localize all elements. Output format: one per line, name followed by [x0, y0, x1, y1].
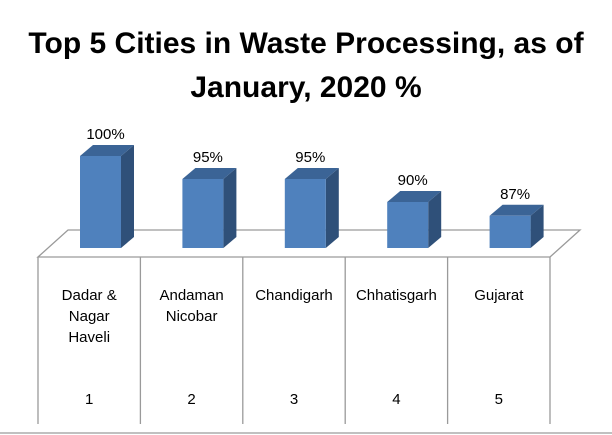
- category-label: Dadar &: [62, 287, 117, 304]
- category-label: Nagar: [69, 308, 110, 325]
- rank-label: 1: [85, 391, 93, 408]
- data-label: 87%: [500, 186, 530, 203]
- bar-top: [489, 204, 544, 216]
- bar: [80, 156, 121, 248]
- data-label: 100%: [86, 126, 124, 143]
- bar-top: [387, 191, 442, 202]
- rank-label: 5: [495, 391, 503, 408]
- chart-title: Top 5 Cities in Waste Processing, as of …: [0, 22, 612, 110]
- rank-label: 3: [290, 391, 298, 408]
- category-label: Gujarat: [474, 287, 524, 304]
- bar-side: [325, 168, 339, 248]
- category-label: Haveli: [68, 329, 110, 346]
- bar-side: [121, 145, 134, 248]
- data-label: 95%: [295, 149, 325, 166]
- bar-side: [428, 191, 442, 248]
- bar-top: [182, 168, 237, 179]
- rank-label: 4: [392, 391, 400, 408]
- data-label: 95%: [193, 149, 223, 166]
- bar: [489, 215, 531, 248]
- bar: [387, 202, 429, 248]
- bar-side: [223, 168, 237, 248]
- category-label: Chandigarh: [255, 287, 333, 304]
- category-label: Nicobar: [166, 308, 218, 325]
- rank-label: 2: [187, 391, 195, 408]
- chart-title-line-2: January, 2020 %: [190, 71, 422, 104]
- category-label: Andaman: [159, 287, 223, 304]
- category-label: Chhatisgarh: [356, 287, 437, 304]
- data-label: 90%: [398, 172, 428, 189]
- bar: [284, 179, 326, 248]
- bar-side: [530, 204, 544, 248]
- bar: [182, 179, 224, 248]
- bar-top: [80, 145, 134, 156]
- bar-top: [284, 168, 339, 179]
- chart-title-line-1: Top 5 Cities in Waste Processing, as of: [28, 27, 584, 60]
